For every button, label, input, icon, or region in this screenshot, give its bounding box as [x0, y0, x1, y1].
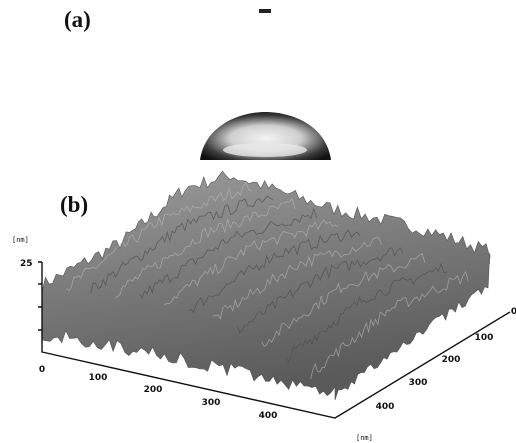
z-tick-label: 25 — [20, 259, 33, 269]
surface-ridge — [236, 247, 404, 334]
x-tick-label: 200 — [144, 385, 163, 395]
surface-ridge — [66, 181, 252, 292]
y-tick-label: 100 — [475, 333, 494, 343]
y-tick-label: 0 — [511, 307, 516, 317]
surface-ridge — [163, 219, 339, 306]
panel-label: (b) — [60, 192, 88, 217]
x-tick-label: 0 — [39, 365, 45, 375]
surface-ridge — [285, 262, 447, 364]
surface-ridge — [90, 195, 274, 294]
z-ticks — [38, 261, 42, 331]
surface-ridge — [139, 207, 318, 299]
y-tick-label: 400 — [376, 402, 395, 412]
droplet-highlight — [223, 143, 307, 157]
z-unit: [nm] — [12, 236, 29, 244]
x-tick-label: 300 — [202, 398, 221, 408]
needle — [259, 9, 271, 13]
afm-surface — [41, 170, 491, 401]
y-tick-label: 200 — [442, 355, 461, 365]
x-tick-label: 400 — [259, 411, 278, 421]
x-tick-label: 100 — [89, 373, 108, 383]
surface-ridge — [212, 237, 383, 320]
surface-ridge — [115, 197, 296, 299]
panel-label: (a) — [64, 7, 91, 32]
surface-ridge — [310, 270, 469, 380]
surface-ridge — [188, 229, 361, 314]
y-tick-label: 300 — [409, 378, 428, 388]
y-unit: [nm] — [356, 434, 373, 442]
surface-ridge — [261, 253, 426, 347]
